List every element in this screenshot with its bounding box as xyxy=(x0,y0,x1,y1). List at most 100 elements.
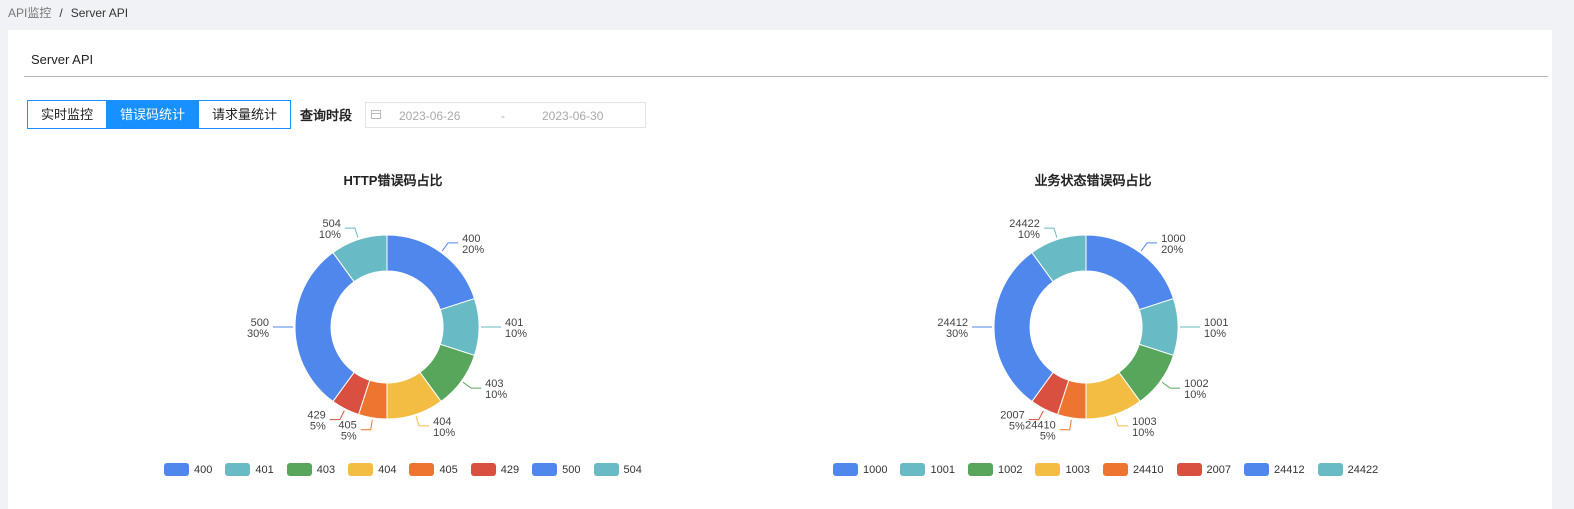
date-range-separator: - xyxy=(501,109,505,123)
tab-request-volume-stats[interactable]: 请求量统计 xyxy=(198,101,291,128)
breadcrumb-link-api-monitor[interactable]: API监控 xyxy=(8,6,52,20)
legend-label: 429 xyxy=(500,463,520,476)
http-leader-line-400 xyxy=(441,242,459,252)
start-date-input[interactable]: 2023-06-26 xyxy=(399,109,461,123)
http-percent-400: 20% xyxy=(462,244,484,256)
legend-label: 401 xyxy=(255,463,274,476)
business-leader-line-1002 xyxy=(1161,381,1181,389)
legend-label: 24410 xyxy=(1132,463,1164,476)
http-legend-item-429[interactable]: 429 xyxy=(470,463,520,476)
http-percent-429: 5% xyxy=(310,421,326,433)
http-percent-404: 10% xyxy=(433,427,455,439)
business-legend-item-24422[interactable]: 24422 xyxy=(1317,463,1378,476)
end-date-input[interactable]: 2023-06-30 xyxy=(542,109,604,123)
legend-swatch xyxy=(833,463,858,476)
http-error-donut-chart: 40020%40110%40310%40410%4055%4295%50030%… xyxy=(247,218,527,443)
date-range-picker[interactable]: 2023-06-26 - 2023-06-30 xyxy=(365,102,646,128)
business-percent-2007: 5% xyxy=(1009,421,1025,433)
legend-label: 500 xyxy=(562,463,581,476)
http-label-404: 404 xyxy=(433,416,451,428)
http-label-405: 405 xyxy=(338,420,356,432)
query-period-label: 查询时段 xyxy=(300,108,353,123)
legend-label: 403 xyxy=(316,463,336,476)
legend-swatch xyxy=(348,463,374,476)
business-chart-legend: 1000 1001 1002 1003 24410 2007 24412 24422 xyxy=(833,463,1391,476)
legend-swatch xyxy=(225,463,251,476)
business-leader-line-24410 xyxy=(1059,419,1072,431)
business-label-2007: 2007 xyxy=(1000,410,1024,422)
main-card: Server API 实时监控 错误码统计 请求量统计 查询时段 2023-06… xyxy=(8,30,1552,509)
business-legend-item-2007[interactable]: 2007 xyxy=(1176,463,1232,476)
http-chart-title: HTTP错误码占比 xyxy=(343,173,443,188)
business-legend-item-24410[interactable]: 24410 xyxy=(1102,463,1164,476)
legend-label: 1001 xyxy=(930,463,955,476)
business-label-24410: 24410 xyxy=(1025,420,1056,432)
http-leader-line-403 xyxy=(462,381,482,389)
tab-error-code-stats[interactable]: 错误码统计 xyxy=(106,101,199,128)
http-slice-504[interactable] xyxy=(332,234,388,283)
business-label-24422: 24422 xyxy=(1009,218,1040,230)
http-legend-item-403[interactable]: 403 xyxy=(286,463,336,476)
legend-swatch xyxy=(1035,463,1061,476)
legend-swatch xyxy=(967,463,993,476)
business-percent-24412: 30% xyxy=(946,328,968,340)
http-label-429: 429 xyxy=(307,410,325,422)
business-percent-1001: 10% xyxy=(1204,328,1226,340)
http-leader-line-504 xyxy=(344,227,359,238)
business-leader-line-1000 xyxy=(1140,242,1158,252)
view-tabs: 实时监控 错误码统计 请求量统计 xyxy=(27,100,292,129)
http-legend-item-404[interactable]: 404 xyxy=(348,463,396,476)
http-chart-legend: 400 401 403 404 405 429 500 504 xyxy=(164,463,655,476)
legend-swatch xyxy=(1317,463,1343,476)
business-label-1002: 1002 xyxy=(1184,378,1208,390)
business-legend-item-1001[interactable]: 1001 xyxy=(900,463,955,476)
business-label-1001: 1001 xyxy=(1204,317,1228,329)
legend-label: 404 xyxy=(378,463,397,476)
legend-swatch xyxy=(900,463,926,476)
http-legend-item-400[interactable]: 400 xyxy=(164,463,212,476)
breadcrumb-current: Server API xyxy=(70,6,129,20)
calendar-icon xyxy=(371,110,381,119)
page-title: Server API xyxy=(31,52,94,67)
http-slice-500[interactable] xyxy=(294,251,355,403)
legend-label: 24412 xyxy=(1274,463,1305,476)
business-leader-line-24422 xyxy=(1043,227,1058,238)
business-slice-24422[interactable] xyxy=(1031,234,1087,283)
http-label-401: 401 xyxy=(505,317,523,329)
business-slice-24412[interactable] xyxy=(993,251,1054,403)
business-percent-1003: 10% xyxy=(1132,427,1154,439)
business-percent-1000: 20% xyxy=(1161,244,1183,256)
business-leader-line-1003 xyxy=(1114,416,1129,427)
http-percent-401: 10% xyxy=(505,328,527,340)
http-label-504: 504 xyxy=(323,218,341,230)
legend-swatch xyxy=(470,463,496,476)
http-legend-item-504[interactable]: 504 xyxy=(593,463,642,476)
breadcrumb: API监控 / Server API xyxy=(8,4,128,21)
http-label-500: 500 xyxy=(251,317,269,329)
http-leader-line-429 xyxy=(329,410,345,421)
legend-swatch xyxy=(1244,463,1270,476)
http-percent-403: 10% xyxy=(485,389,507,401)
business-label-24412: 24412 xyxy=(937,317,968,329)
business-label-1003: 1003 xyxy=(1132,416,1156,428)
http-legend-item-500[interactable]: 500 xyxy=(532,463,581,476)
http-label-400: 400 xyxy=(462,233,480,245)
legend-swatch xyxy=(409,463,435,476)
http-legend-item-405[interactable]: 405 xyxy=(409,463,458,476)
business-percent-1002: 10% xyxy=(1184,389,1206,401)
http-legend-item-401[interactable]: 401 xyxy=(225,463,274,476)
http-leader-line-404 xyxy=(415,416,430,427)
tab-realtime-monitor[interactable]: 实时监控 xyxy=(28,101,107,128)
legend-swatch xyxy=(164,463,189,476)
business-percent-24410: 5% xyxy=(1040,431,1056,443)
business-legend-item-1002[interactable]: 1002 xyxy=(967,463,1022,476)
legend-label: 400 xyxy=(194,463,213,476)
title-divider xyxy=(24,76,1548,77)
http-percent-504: 10% xyxy=(319,229,341,241)
business-legend-item-1000[interactable]: 1000 xyxy=(833,463,887,476)
business-chart-title: 业务状态错误码占比 xyxy=(1034,173,1152,188)
business-legend-item-24412[interactable]: 24412 xyxy=(1244,463,1305,476)
legend-swatch xyxy=(1102,463,1128,476)
legend-label: 2007 xyxy=(1206,463,1232,476)
business-legend-item-1003[interactable]: 1003 xyxy=(1035,463,1090,476)
